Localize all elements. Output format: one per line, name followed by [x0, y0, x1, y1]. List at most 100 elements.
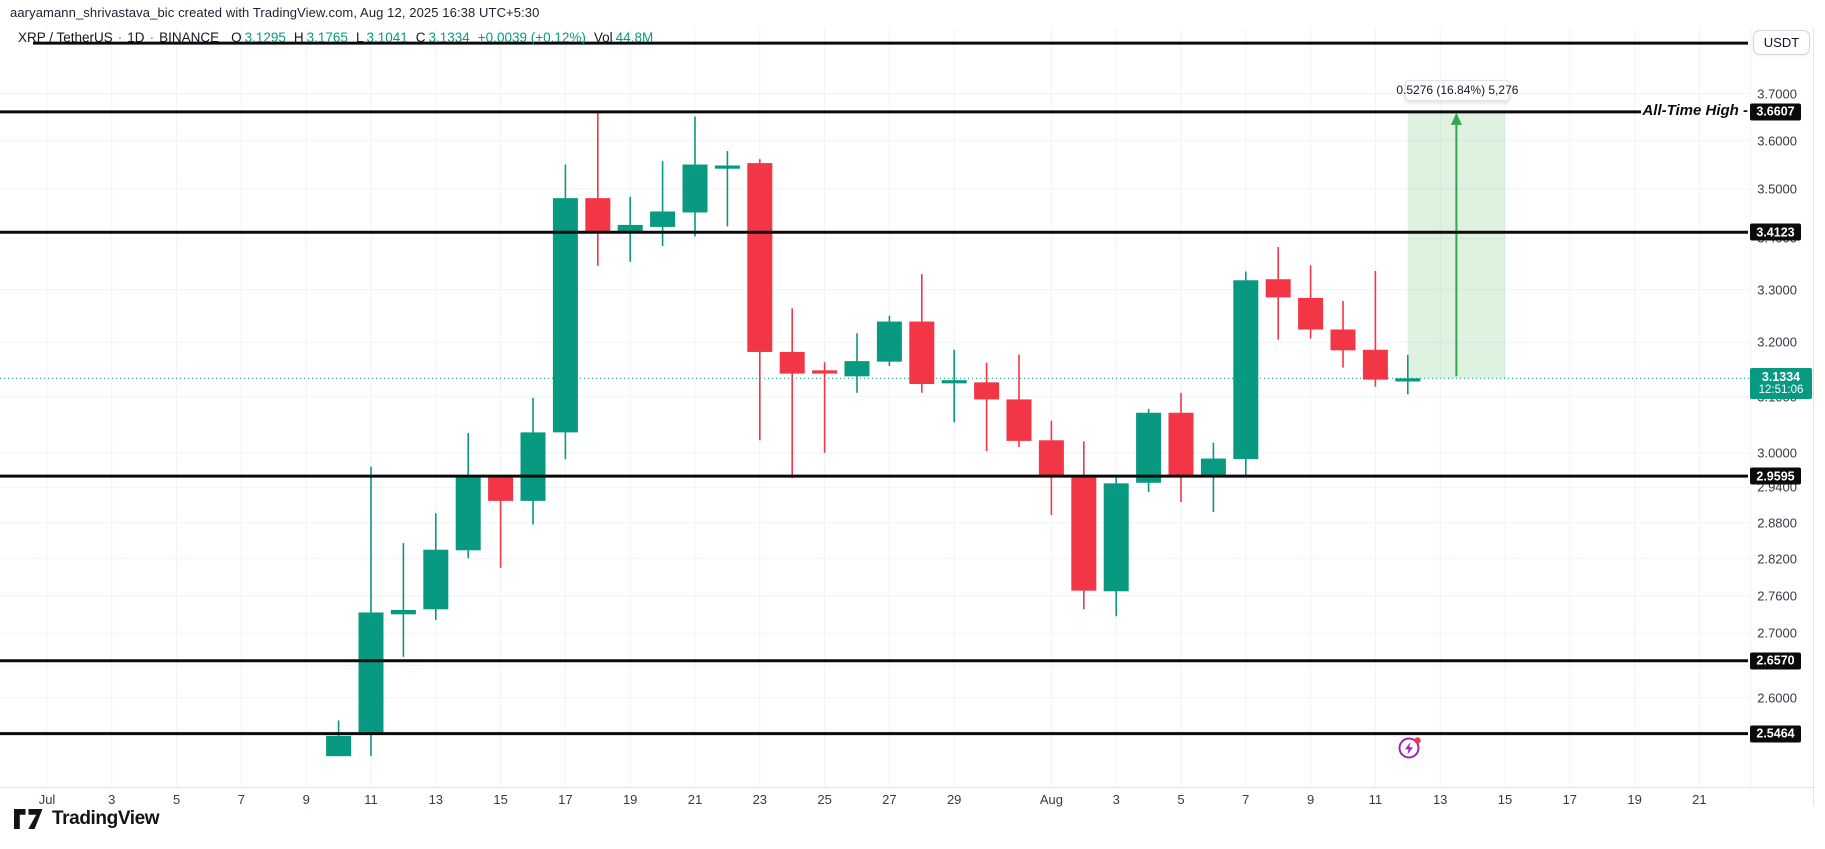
time-axis-label: 15	[493, 792, 508, 807]
price-axis-label: 3.5000	[1757, 181, 1797, 197]
candle-body	[812, 370, 838, 374]
time-axis-label: 17	[1562, 792, 1578, 807]
price-axis-label: 3.7000	[1757, 86, 1797, 102]
price-axis-label: 3.0000	[1757, 445, 1797, 461]
separator-dot: ·	[149, 30, 155, 45]
candle-body	[326, 735, 352, 757]
price-line-badge: 3.6607	[1750, 103, 1801, 121]
ath-line-label[interactable]: All-Time High -	[1642, 102, 1748, 120]
interval-label[interactable]: 1D	[127, 30, 145, 45]
price-line-badge: 3.4123	[1750, 223, 1801, 241]
price-axis-label: 2.7600	[1757, 588, 1797, 604]
volume-label: Vol	[593, 30, 613, 45]
ohlc-letter-c: C	[415, 30, 426, 45]
time-axis-label: 3	[108, 792, 116, 807]
candle-body	[1168, 412, 1194, 477]
notification-dot	[1414, 737, 1421, 744]
price-change: +0.0039 (+0.12%)	[477, 30, 586, 45]
time-axis-label: 7	[237, 792, 246, 807]
measure-tooltip: 0.5276 (16.84%) 5,276	[1396, 79, 1518, 101]
candle-body	[423, 549, 449, 610]
time-axis-label: 17	[558, 792, 573, 807]
price-axis-label: 3.3000	[1757, 282, 1797, 298]
volume-value: 44.8M	[615, 30, 654, 45]
candle-body	[1265, 279, 1291, 298]
candle-body	[358, 612, 384, 735]
time-axis-label: 13	[1432, 792, 1448, 807]
price-line-badge: 2.6570	[1750, 652, 1801, 670]
tradingview-logo-text: TradingView	[52, 808, 160, 829]
price-line-badge: 2.9595	[1750, 467, 1801, 485]
price-axis-label: 2.7000	[1757, 625, 1797, 641]
candle-body	[1330, 329, 1356, 351]
candle-body	[1233, 280, 1259, 460]
price-axis-label: 2.6000	[1757, 690, 1797, 706]
time-axis-label: 9	[302, 792, 310, 807]
candle-body	[714, 165, 740, 169]
candle-body	[844, 361, 870, 377]
price-axis-label: 2.8200	[1757, 551, 1797, 567]
ohlc-value-o: 3.1295	[244, 30, 286, 45]
time-axis[interactable]: Jul 3 5 7 9 11 13 15 17 19 21 23 25 27 29 Aug 3 5 7 9 11 13 15…	[0, 787, 1813, 810]
price-axis-label: 2.8800	[1757, 515, 1797, 531]
price-axis-label: 3.2000	[1757, 334, 1797, 350]
horizontal-rays	[0, 41, 1748, 736]
time-axis-label: Aug	[1039, 792, 1063, 807]
candle-body	[1103, 483, 1129, 592]
lightning-marker[interactable]	[1397, 735, 1423, 766]
time-axis-label: 5	[1177, 792, 1185, 807]
candle-body	[779, 351, 805, 374]
ohlc-value-l: 3.1041	[366, 30, 408, 45]
symbol-legend[interactable]: XRP / TetherUS · 1D · BINANCE O 3.1295 H 3.…	[18, 29, 653, 46]
candle-body	[1362, 349, 1388, 380]
currency-toggle-button[interactable]: USDT	[1753, 30, 1810, 55]
time-axis-label: 21	[1692, 792, 1707, 807]
time-axis-label: 27	[882, 792, 897, 807]
candle-body	[1298, 297, 1324, 330]
watermark-attribution: aaryamann_shrivastava_bic created with T…	[10, 5, 540, 20]
time-axis-label: 25	[817, 792, 832, 807]
time-axis-label: 11	[1368, 792, 1383, 807]
separator-dot: ·	[117, 30, 123, 45]
candle-body	[488, 477, 514, 501]
axis-border-bottom	[0, 787, 1813, 788]
price-axis-separator	[1750, 28, 1751, 787]
price-axis-label: 3.6000	[1757, 133, 1797, 149]
candle-body	[552, 198, 578, 433]
candle-body	[876, 321, 902, 362]
ohlc-values: O 3.1295 H 3.1765 L 3.1041 C 3.1334	[231, 30, 470, 45]
time-axis-label: 21	[687, 792, 703, 807]
axis-border-right	[1813, 28, 1814, 806]
current-price-value: 3.1334	[1761, 370, 1801, 385]
tradingview-logo[interactable]: TradingView	[14, 808, 160, 830]
candlestick-series	[326, 111, 1421, 757]
price-range-measurement[interactable]	[1407, 111, 1505, 379]
exchange-label[interactable]: BINANCE	[159, 30, 220, 45]
candle-body	[1038, 440, 1064, 476]
ohlc-letter-o: O	[231, 30, 242, 45]
current-price-badge: 3.1334 12:51:06	[1750, 368, 1812, 400]
candle-body	[585, 198, 611, 232]
candle-body	[682, 164, 708, 213]
candle-body	[617, 224, 643, 232]
ohlc-letter-l: L	[355, 30, 364, 45]
time-axis-label: 15	[1497, 792, 1513, 807]
price-axis[interactable]: 3.70003.60003.50003.40003.30003.20003.10…	[1750, 0, 1825, 810]
candle-body	[650, 211, 676, 227]
lightning-bolt-icon	[1404, 742, 1413, 755]
candle-body	[747, 163, 773, 352]
ohlc-letter-h: H	[293, 30, 304, 45]
ohlc-value-c: 3.1334	[428, 30, 470, 45]
candle-body	[1200, 458, 1226, 476]
candle-body	[1136, 412, 1162, 483]
tradingview-logo-mark	[14, 809, 43, 829]
time-axis-label: 19	[622, 792, 638, 807]
time-axis-label: 3	[1112, 792, 1120, 807]
time-axis-label: 23	[752, 792, 768, 807]
candle-body	[390, 609, 416, 615]
time-axis-label: 11	[364, 792, 378, 807]
candle-body	[941, 380, 967, 384]
candle-body	[1006, 399, 1032, 441]
symbol-name[interactable]: XRP / TetherUS	[18, 30, 113, 45]
